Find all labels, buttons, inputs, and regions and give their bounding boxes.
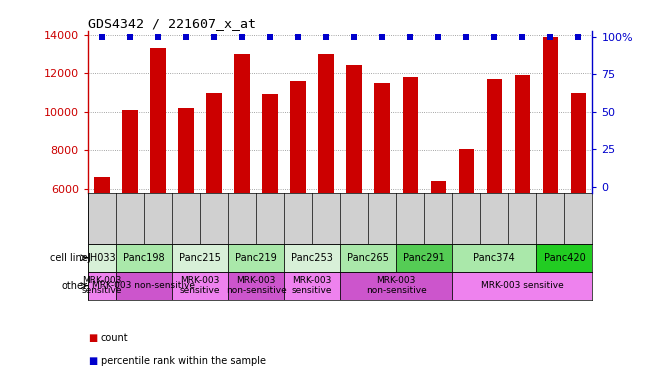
- Bar: [396, 244, 452, 272]
- Text: MRK-003
sensitive: MRK-003 sensitive: [292, 276, 333, 295]
- Text: percentile rank within the sample: percentile rank within the sample: [101, 356, 266, 366]
- Bar: [458, 149, 474, 305]
- Text: JH033: JH033: [88, 253, 117, 263]
- Bar: [430, 181, 446, 305]
- Text: MRK-003 non-sensitive: MRK-003 non-sensitive: [92, 281, 195, 290]
- Bar: [234, 54, 250, 305]
- Point: [265, 34, 275, 40]
- Bar: [374, 83, 390, 305]
- Point: [97, 34, 107, 40]
- Bar: [340, 272, 452, 300]
- Bar: [402, 77, 418, 305]
- Point: [545, 34, 555, 40]
- Bar: [290, 81, 306, 305]
- Bar: [116, 272, 172, 300]
- Text: MRK-003 sensitive: MRK-003 sensitive: [481, 281, 564, 290]
- Bar: [452, 272, 592, 300]
- Bar: [515, 75, 530, 305]
- Point: [405, 34, 415, 40]
- Point: [489, 34, 499, 40]
- Point: [209, 34, 219, 40]
- Text: MRK-003
sensitive: MRK-003 sensitive: [81, 276, 122, 295]
- Text: Panc198: Panc198: [123, 253, 165, 263]
- Text: MRK-003
non-sensitive: MRK-003 non-sensitive: [366, 276, 426, 295]
- Text: other: other: [61, 281, 87, 291]
- Bar: [486, 79, 502, 305]
- Point: [433, 34, 443, 40]
- Point: [181, 34, 191, 40]
- Bar: [172, 272, 228, 300]
- Bar: [88, 244, 116, 272]
- Bar: [340, 244, 396, 272]
- Bar: [116, 244, 172, 272]
- Bar: [284, 244, 340, 272]
- Bar: [262, 94, 278, 305]
- Text: MRK-003
non-sensitive: MRK-003 non-sensitive: [226, 276, 286, 295]
- Text: cell line: cell line: [49, 253, 87, 263]
- Point: [349, 34, 359, 40]
- Bar: [228, 272, 284, 300]
- Text: GDS4342 / 221607_x_at: GDS4342 / 221607_x_at: [88, 17, 256, 30]
- Bar: [150, 48, 165, 305]
- Bar: [536, 244, 592, 272]
- Bar: [172, 244, 228, 272]
- Bar: [178, 108, 194, 305]
- Point: [461, 34, 471, 40]
- Bar: [206, 93, 222, 305]
- Bar: [88, 272, 116, 300]
- Text: Panc215: Panc215: [179, 253, 221, 263]
- Text: Panc265: Panc265: [347, 253, 389, 263]
- Point: [377, 34, 387, 40]
- Bar: [318, 54, 334, 305]
- Point: [573, 34, 583, 40]
- Text: Panc253: Panc253: [291, 253, 333, 263]
- Point: [237, 34, 247, 40]
- Text: Panc374: Panc374: [473, 253, 515, 263]
- Point: [125, 34, 135, 40]
- Text: ■: ■: [88, 356, 97, 366]
- Bar: [94, 177, 109, 305]
- Bar: [452, 244, 536, 272]
- Point: [517, 34, 527, 40]
- Point: [293, 34, 303, 40]
- Text: ■: ■: [88, 333, 97, 343]
- Bar: [228, 244, 284, 272]
- Point: [321, 34, 331, 40]
- Bar: [543, 36, 558, 305]
- Bar: [571, 93, 586, 305]
- Bar: [346, 66, 362, 305]
- Text: Panc219: Panc219: [235, 253, 277, 263]
- Text: Panc420: Panc420: [544, 253, 585, 263]
- Bar: [122, 110, 137, 305]
- Text: count: count: [101, 333, 128, 343]
- Bar: [284, 272, 340, 300]
- Point: [153, 34, 163, 40]
- Text: Panc291: Panc291: [404, 253, 445, 263]
- Text: MRK-003
sensitive: MRK-003 sensitive: [180, 276, 220, 295]
